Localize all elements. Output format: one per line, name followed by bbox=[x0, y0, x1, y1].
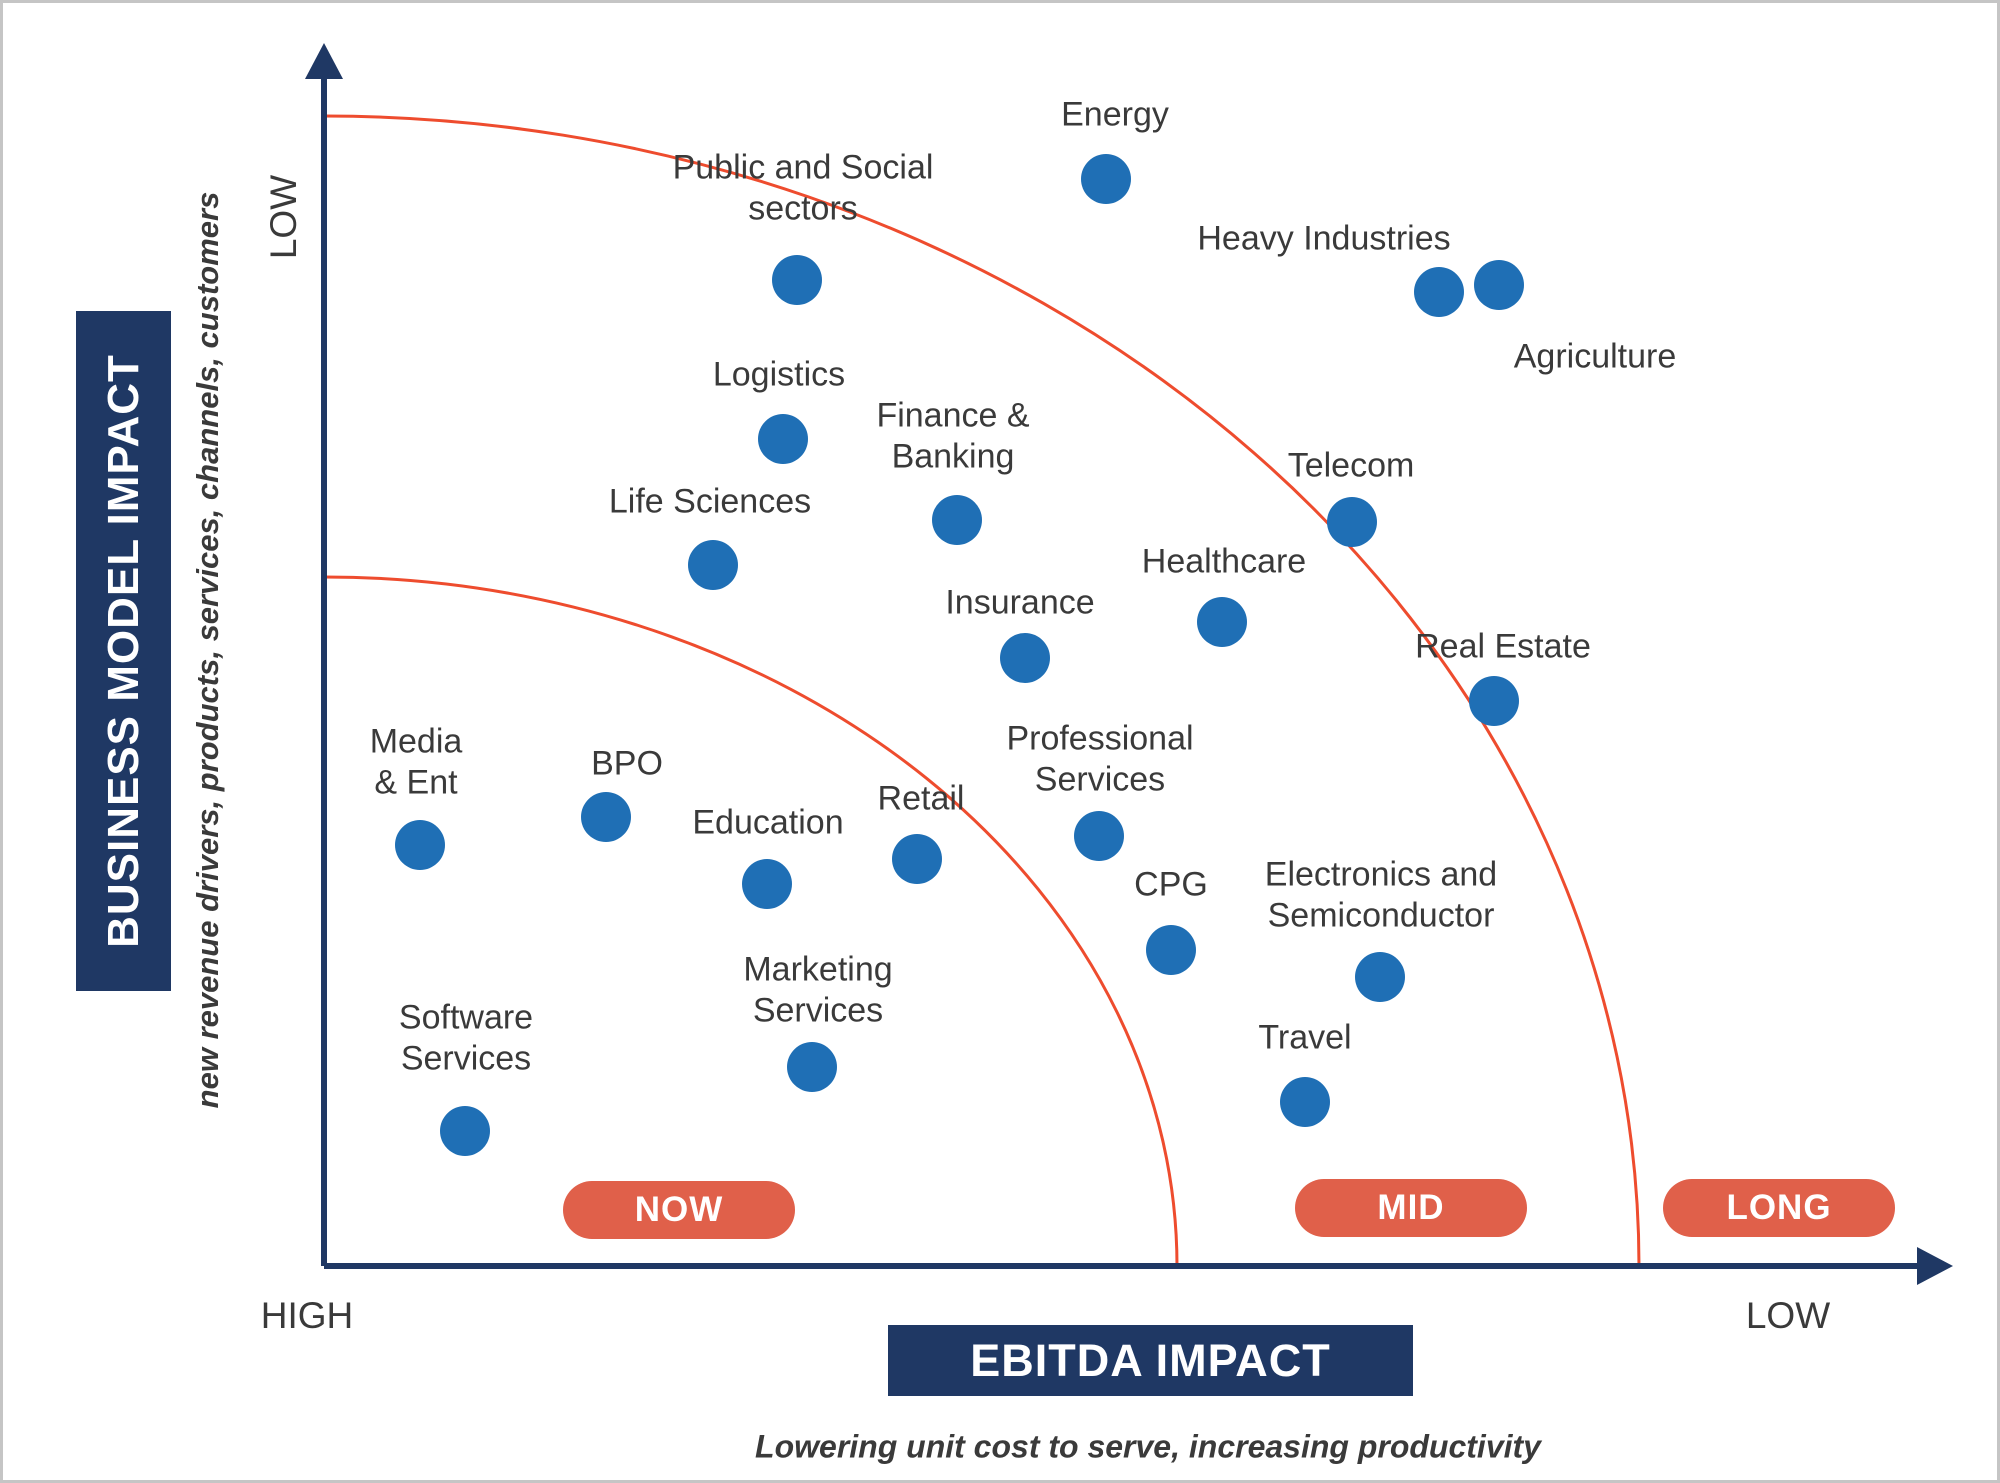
industry-dot-electronics-and-semiconductor bbox=[1355, 952, 1405, 1002]
industry-label-telecom: Telecom bbox=[1287, 446, 1415, 485]
industry-dot-agriculture bbox=[1474, 260, 1524, 310]
industry-label-healthcare: Healthcare bbox=[1141, 542, 1307, 581]
industry-label-media-ent: Media & Ent bbox=[369, 722, 463, 802]
zone-pill-now: NOW bbox=[563, 1181, 795, 1239]
industry-label-education: Education bbox=[692, 803, 844, 842]
now-mid-boundary-arc bbox=[323, 575, 1179, 1267]
industry-dot-bpo bbox=[581, 792, 631, 842]
industry-dot-software-services bbox=[440, 1106, 490, 1156]
industry-dot-marketing-services bbox=[787, 1042, 837, 1092]
industry-dot-cpg bbox=[1146, 925, 1196, 975]
industry-dot-media-ent bbox=[395, 820, 445, 870]
industry-label-logistics: Logistics bbox=[712, 355, 846, 394]
industry-dot-heavy-industries bbox=[1414, 267, 1464, 317]
industry-dot-healthcare bbox=[1197, 597, 1247, 647]
zone-pill-long: LONG bbox=[1663, 1179, 1895, 1237]
industry-dot-public-and-social-sectors bbox=[772, 255, 822, 305]
industry-dot-education bbox=[742, 859, 792, 909]
industry-dot-professional-services bbox=[1074, 811, 1124, 861]
y-axis-subtitle: new revenue drivers, products, services,… bbox=[190, 191, 225, 1109]
industry-label-software-services: Software Services bbox=[398, 998, 534, 1078]
industry-label-energy: Energy bbox=[1061, 95, 1169, 134]
industry-dot-retail bbox=[892, 834, 942, 884]
industry-label-public-and-social-sectors: Public and Social sectors bbox=[672, 148, 934, 228]
industry-label-insurance: Insurance bbox=[945, 583, 1095, 622]
industry-label-life-sciences: Life Sciences bbox=[608, 482, 812, 521]
industry-label-real-estate: Real Estate bbox=[1415, 627, 1591, 666]
y-axis-top-label: LOW bbox=[263, 174, 304, 260]
industry-dot-energy bbox=[1081, 154, 1131, 204]
y-axis-arrowhead bbox=[305, 43, 343, 79]
industry-label-electronics-and-semiconductor: Electronics and Semiconductor bbox=[1264, 855, 1498, 935]
industry-label-cpg: CPG bbox=[1134, 865, 1208, 904]
industry-label-agriculture: Agriculture bbox=[1513, 337, 1677, 376]
x-axis-title-box: EBITDA IMPACT bbox=[888, 1325, 1413, 1396]
industry-dot-travel bbox=[1280, 1077, 1330, 1127]
industry-dot-logistics bbox=[758, 414, 808, 464]
industry-label-professional-services: Professional Services bbox=[1006, 719, 1194, 799]
x-axis-title: EBITDA IMPACT bbox=[970, 1334, 1331, 1386]
axes-and-arcs-layer bbox=[305, 43, 1953, 1285]
industry-label-heavy-industries: Heavy Industries bbox=[1197, 219, 1451, 258]
industry-dot-insurance bbox=[1000, 633, 1050, 683]
industry-dot-telecom bbox=[1327, 497, 1377, 547]
mid-long-boundary-arc bbox=[323, 114, 1641, 1267]
zone-pill-mid: MID bbox=[1295, 1179, 1527, 1237]
industry-dot-finance-banking bbox=[932, 495, 982, 545]
x-axis-subtitle: Lowering unit cost to serve, increasing … bbox=[755, 1428, 1541, 1465]
y-axis-title: BUSINESS MODEL IMPACT bbox=[98, 354, 148, 948]
x-axis-right-label: LOW bbox=[1745, 1295, 1831, 1336]
industry-label-bpo: BPO bbox=[591, 744, 663, 783]
y-axis-title-box: BUSINESS MODEL IMPACT bbox=[76, 311, 171, 991]
x-axis-left-label: HIGH bbox=[260, 1295, 354, 1336]
industry-label-finance-banking: Finance & Banking bbox=[876, 396, 1030, 476]
industry-label-retail: Retail bbox=[877, 779, 965, 818]
industry-dot-real-estate bbox=[1469, 676, 1519, 726]
x-axis-arrowhead bbox=[1917, 1247, 1953, 1285]
industry-dot-life-sciences bbox=[688, 540, 738, 590]
industry-label-travel: Travel bbox=[1258, 1018, 1352, 1057]
industry-label-marketing-services: Marketing Services bbox=[743, 950, 893, 1030]
